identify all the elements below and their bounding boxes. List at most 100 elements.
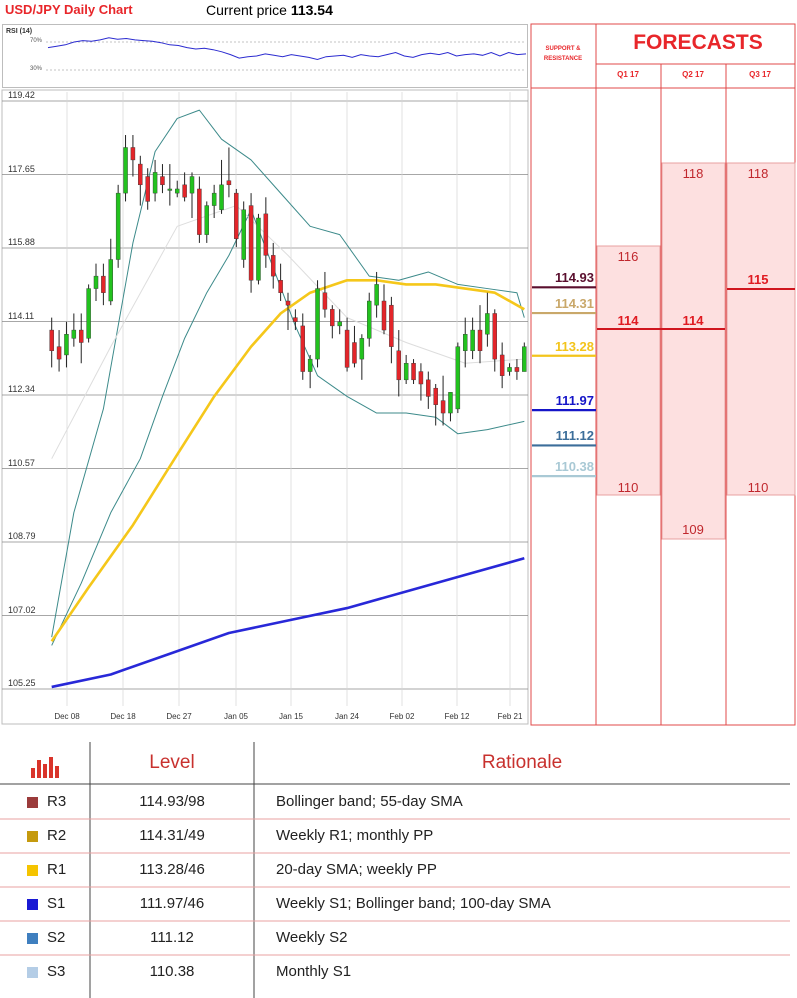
x-tick-label: Feb 12 xyxy=(444,712,470,721)
candle xyxy=(271,242,276,289)
candle xyxy=(49,317,54,368)
level-color-swatch xyxy=(27,865,38,876)
candle xyxy=(381,284,387,335)
table-row: R1 113.28/46 20-day SMA; weekly PP xyxy=(0,853,790,887)
x-tick-label: Feb 02 xyxy=(389,712,415,721)
table-row: R3 114.93/98 Bollinger band; 55-day SMA xyxy=(0,785,790,819)
candle xyxy=(485,292,490,347)
level-label: R1 xyxy=(47,861,67,878)
candle xyxy=(138,155,143,206)
line-200-day-sma xyxy=(51,557,525,689)
table-row: S1 111.97/46 Weekly S1; Bollinger band; 10… xyxy=(0,887,790,921)
candle xyxy=(234,188,239,248)
x-tick-label: Dec 27 xyxy=(166,712,192,721)
level-label: S1 xyxy=(47,895,66,912)
candle xyxy=(433,384,438,426)
table-row: R2 114.31/49 Weekly R1; monthly PP xyxy=(0,819,790,853)
table-grid xyxy=(0,742,790,998)
candle xyxy=(101,263,106,306)
y-tick-label: 115.88 xyxy=(8,237,35,247)
candle xyxy=(211,184,217,219)
candle xyxy=(78,313,84,364)
candle xyxy=(108,238,114,306)
candle xyxy=(440,375,446,426)
candle xyxy=(285,292,291,331)
q1-header: Q1 17 xyxy=(617,70,639,79)
candle xyxy=(448,392,453,422)
candle xyxy=(197,176,202,243)
candle xyxy=(455,342,461,414)
candle xyxy=(389,296,394,364)
candle xyxy=(477,305,483,364)
candle xyxy=(396,330,402,397)
candle xyxy=(315,280,320,368)
q1-high: 116 xyxy=(617,249,639,264)
candle xyxy=(522,342,527,372)
rationale-header: Rationale xyxy=(481,752,563,773)
level-rationale: Monthly S1 xyxy=(276,963,352,980)
table-row: S3 110.38 Monthly S1 xyxy=(0,955,790,989)
level-header: Level xyxy=(149,752,195,773)
rsi-panel xyxy=(46,37,527,71)
candle xyxy=(470,317,475,360)
q2-forecast-range xyxy=(661,162,726,540)
q2-mid: 114 xyxy=(682,313,704,328)
candle xyxy=(123,135,128,202)
sr-level-value: 111.97 xyxy=(555,393,594,409)
level-rationale: Bollinger band; 55-day SMA xyxy=(276,793,463,810)
y-tick-label: 112.34 xyxy=(8,384,35,394)
level-label: R2 xyxy=(47,827,67,844)
candle xyxy=(182,172,187,202)
candle xyxy=(359,334,365,380)
y-tick-label: 107.02 xyxy=(8,604,36,615)
rsi-line xyxy=(47,37,527,61)
candle xyxy=(71,313,77,347)
q1-forecast-range xyxy=(596,245,661,496)
candle xyxy=(300,313,306,380)
candle xyxy=(115,184,121,268)
level-color-swatch xyxy=(27,933,38,944)
candle xyxy=(352,325,357,368)
q1-low: 110 xyxy=(617,480,639,495)
level-color-swatch xyxy=(27,899,38,910)
candle xyxy=(492,309,498,372)
candle xyxy=(411,359,416,385)
candle xyxy=(189,172,195,219)
y-tick-label: 105.25 xyxy=(8,678,36,688)
level-rationale: Weekly S1; Bollinger band; 100-day SMA xyxy=(276,895,551,912)
rsi-box xyxy=(2,24,528,88)
candle xyxy=(174,180,180,198)
candle xyxy=(219,159,224,214)
candle xyxy=(330,305,335,339)
candle xyxy=(167,164,173,206)
candle xyxy=(463,317,468,368)
level-value: 110.38 xyxy=(149,963,195,980)
level-value: 111.97/46 xyxy=(139,895,205,912)
level-color-swatch xyxy=(27,967,38,978)
level-value: 111.12 xyxy=(150,929,194,946)
sr-level-value: 113.28 xyxy=(554,338,594,354)
chart-title: USD/JPY Daily Chart xyxy=(5,2,133,17)
candle xyxy=(86,284,91,343)
candles xyxy=(49,135,527,426)
right-panel xyxy=(530,23,796,726)
x-tick-label: Dec 18 xyxy=(110,712,136,721)
support-resistance-title: SUPPORT & RESISTANCE xyxy=(532,44,594,64)
level-label: S2 xyxy=(47,929,66,946)
current-price-label: Current price xyxy=(206,2,287,18)
candle xyxy=(56,330,62,372)
current-price: Current price 113.54 xyxy=(206,2,333,18)
level-rationale: 20-day SMA; weekly PP xyxy=(276,861,437,878)
line-55-day-sma xyxy=(50,278,525,643)
x-tick-label: Feb 21 xyxy=(497,712,523,721)
level-value: 113.28/46 xyxy=(139,861,205,878)
candle xyxy=(322,271,328,318)
candle xyxy=(248,193,254,293)
candle xyxy=(507,363,512,376)
level-value: 114.31/49 xyxy=(139,827,205,844)
q3-low: 110 xyxy=(747,480,769,495)
q3-header: Q3 17 xyxy=(749,70,771,79)
level-label: R3 xyxy=(47,793,67,810)
line-middle_band xyxy=(51,205,525,459)
